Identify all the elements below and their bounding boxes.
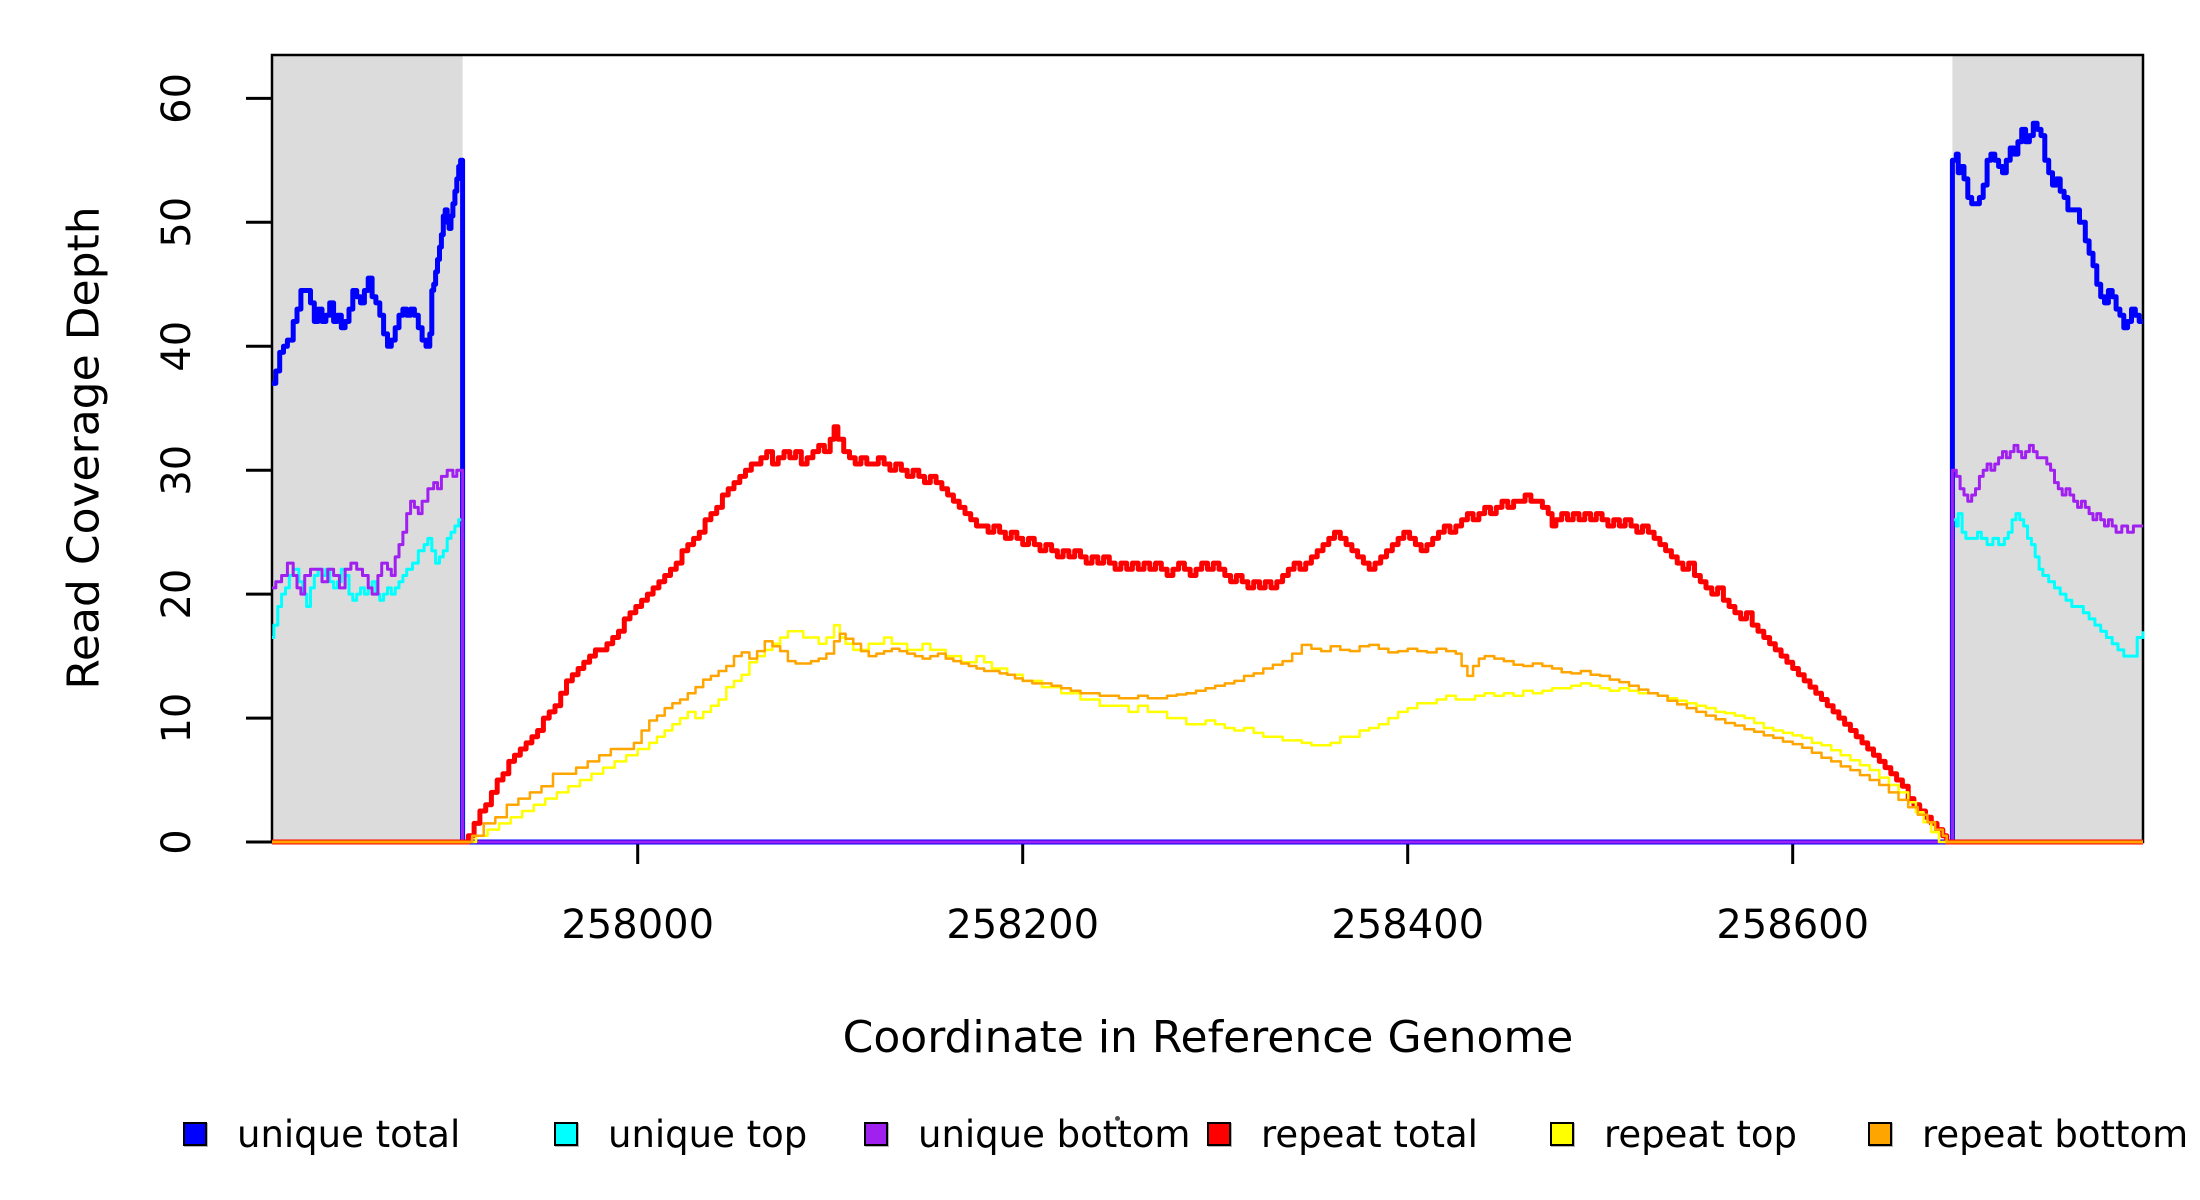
- legend-item-unique-top: unique top: [554, 1108, 807, 1160]
- legend-label: repeat bottom: [1922, 1112, 2189, 1156]
- legend-item-repeat-top: repeat top: [1550, 1108, 1797, 1160]
- series-repeat-top-line: [272, 623, 2143, 844]
- y-axis-title: Read Coverage Depth: [58, 206, 110, 690]
- y-tick-label: 30: [154, 445, 200, 496]
- y-tick-label: 50: [154, 197, 200, 248]
- unique-bottom-swatch: [864, 1122, 888, 1146]
- legend-label: unique top: [608, 1112, 808, 1156]
- repeat-total-swatch: [1207, 1122, 1231, 1146]
- series-unique-total-line: [272, 120, 2143, 845]
- legend-item-repeat-bottom: repeat bottom: [1868, 1108, 2188, 1160]
- y-tick-label: 60: [154, 73, 200, 124]
- shaded-flank-region: [272, 55, 463, 842]
- x-tick-label: 258400: [1331, 902, 1484, 948]
- repeat-bottom-swatch: [1868, 1122, 1892, 1146]
- y-tick-label: 10: [154, 693, 200, 744]
- unique-top-swatch: [554, 1122, 578, 1146]
- x-tick-label: 258200: [946, 902, 1099, 948]
- repeat-top-swatch: [1550, 1122, 1574, 1146]
- series-repeat-total-line: [272, 424, 2143, 845]
- y-tick-label: 20: [154, 569, 200, 620]
- plot-frame: [270, 53, 2145, 844]
- y-tick-label: 40: [154, 321, 200, 372]
- unique-total-swatch: [183, 1122, 207, 1146]
- legend-label: unique bottom: [918, 1112, 1191, 1156]
- x-tick-label: 258000: [561, 902, 714, 948]
- series-unique-bottom-line: [272, 443, 2143, 844]
- y-tick-label: 0: [154, 829, 200, 854]
- legend-item-repeat-total: repeat total: [1207, 1108, 1478, 1160]
- legend-item-unique-bottom: unique bottom: [864, 1108, 1190, 1160]
- legend-item-unique-total: unique total: [183, 1108, 460, 1160]
- x-axis-title: Coordinate in Reference Genome: [842, 1012, 1574, 1063]
- legend: unique total unique top unique bottom re…: [0, 1108, 2200, 1168]
- legend-label: unique total: [237, 1112, 461, 1156]
- series-repeat-bottom-line: [272, 632, 2143, 844]
- legend-label: repeat total: [1261, 1112, 1478, 1156]
- x-tick-label: 258600: [1716, 902, 1869, 948]
- legend-label: repeat top: [1604, 1112, 1797, 1156]
- stray-dot: [1115, 1116, 1120, 1121]
